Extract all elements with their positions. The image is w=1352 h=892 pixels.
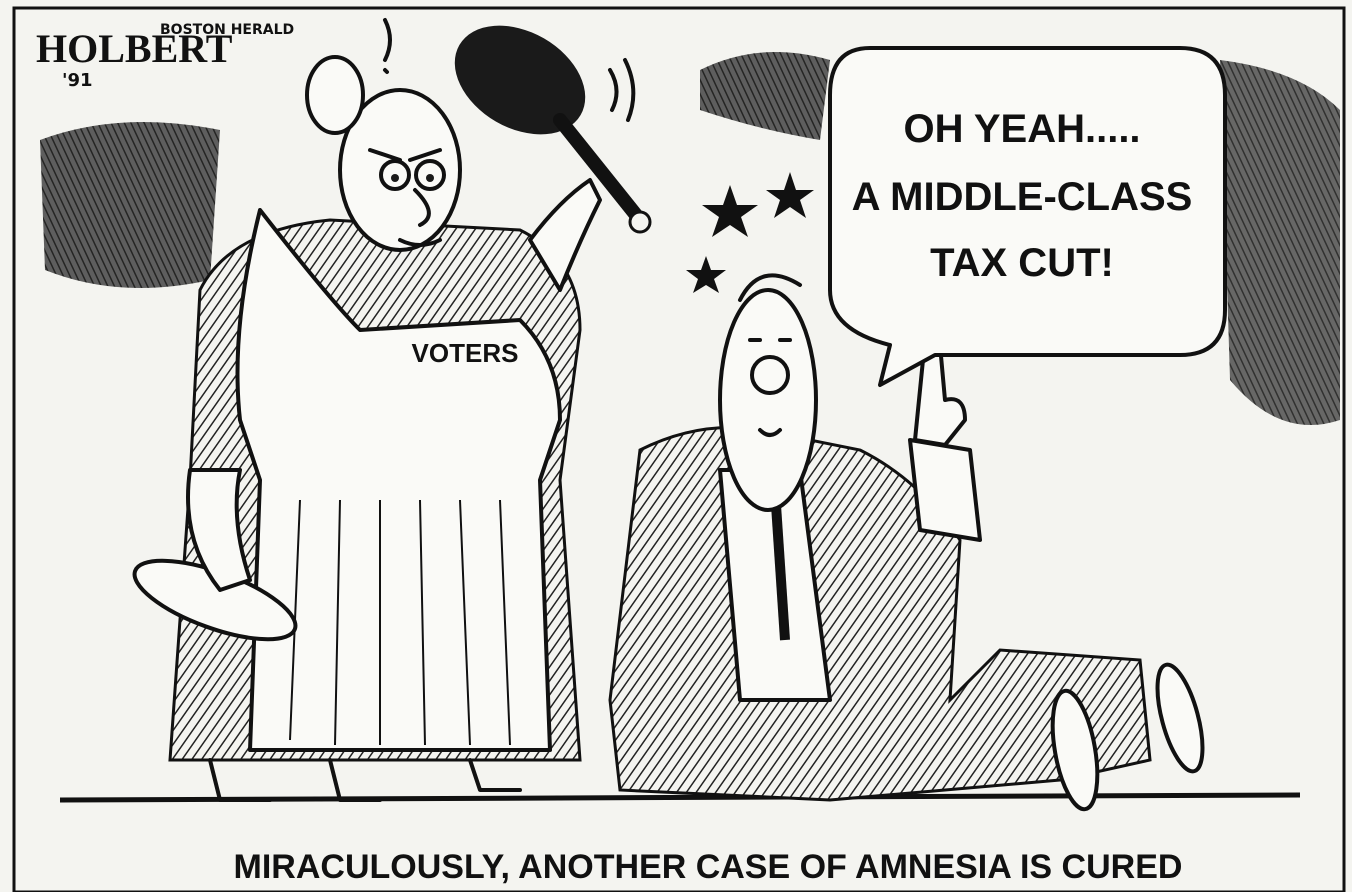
stars — [686, 172, 814, 293]
speech-line: A MIDDLE-CLASS — [852, 175, 1193, 219]
shade-top — [700, 52, 830, 140]
speech-line: TAX CUT! — [930, 241, 1114, 285]
apron-label: VOTERS — [412, 338, 519, 368]
signature: HOLBERT BOSTON HERALD '91 — [36, 22, 294, 91]
shade-right — [1220, 60, 1340, 425]
panel-border — [12, 6, 1346, 892]
shade-left — [40, 122, 220, 288]
woman: VOTERS — [132, 55, 602, 802]
anger-mark — [383, 18, 392, 74]
year: '91 — [62, 70, 93, 91]
frying-pan — [454, 25, 652, 234]
caption: MIRACULOUSLY, ANOTHER CASE OF AMNESIA IS… — [234, 848, 1183, 886]
speech-line: OH YEAH..... — [903, 107, 1140, 151]
artist: HOLBERT — [36, 26, 233, 71]
speech-bubble: OH YEAH..... A MIDDLE-CLASS TAX CUT! — [828, 46, 1227, 387]
man — [608, 273, 1205, 812]
paper: BOSTON HERALD — [160, 22, 294, 38]
